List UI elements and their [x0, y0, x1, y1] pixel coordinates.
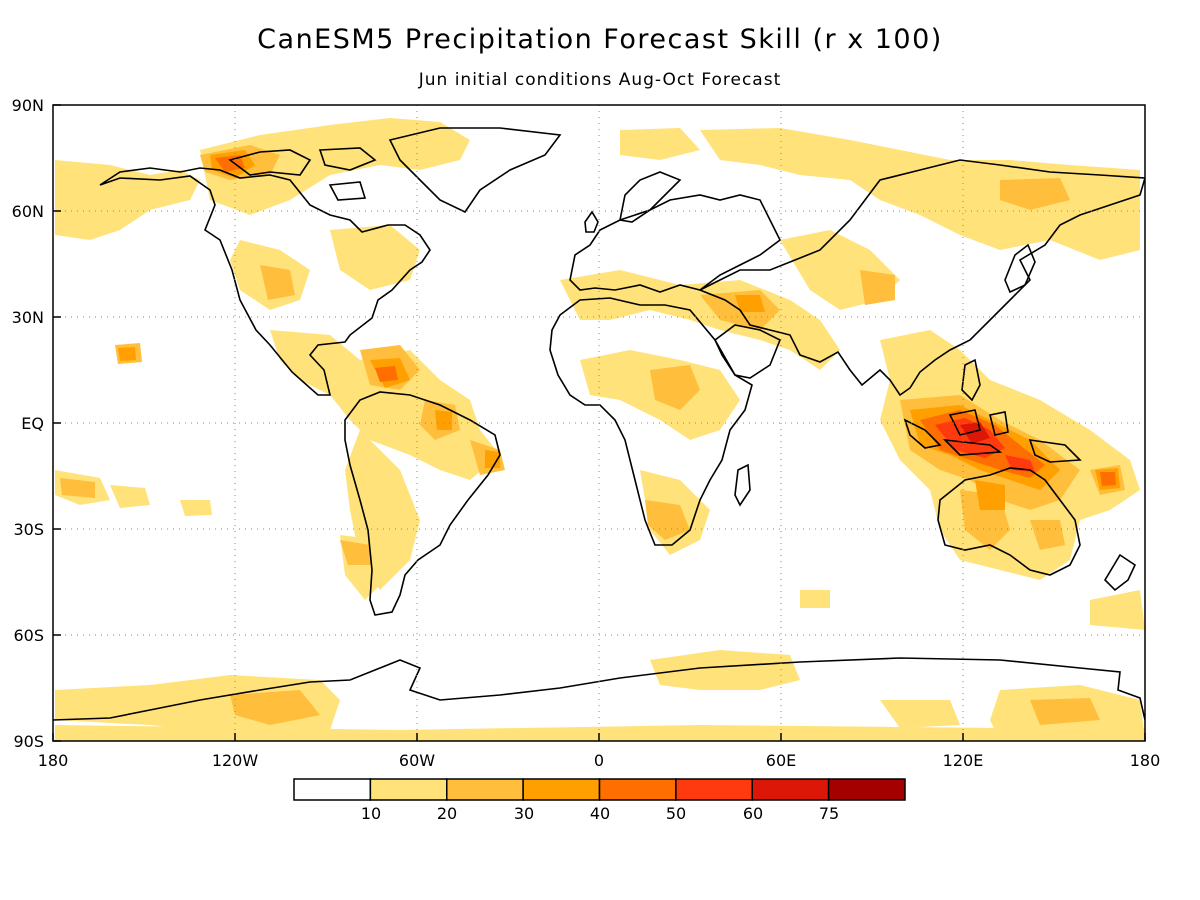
- colorbar-swatch: [522, 778, 601, 801]
- longitude-labels: 180 120W 60W 0 60E 120E 180: [38, 751, 1161, 770]
- colorbar-label: 40: [590, 804, 610, 823]
- coastline-new-zealand: [1103, 553, 1137, 592]
- colorbar: [293, 778, 906, 801]
- lat-label: 90N: [12, 96, 44, 115]
- coastline-south-america: [344, 391, 501, 616]
- coastline-scandinavia: [619, 171, 682, 223]
- colorbar-swatch: [675, 778, 753, 801]
- lat-label: 60N: [12, 202, 44, 221]
- coastline-antarctica: [53, 657, 1145, 721]
- colorbar-label: 60: [743, 804, 763, 823]
- colorbar-swatch: [446, 778, 524, 801]
- lat-label: 60S: [13, 626, 44, 645]
- coastline-greenland: [388, 127, 562, 214]
- lat-label: EQ: [21, 414, 44, 433]
- coastline-arctic-islands: [228, 147, 377, 201]
- coastline-north-america: [99, 167, 431, 396]
- coastline-europe: [569, 194, 782, 293]
- coastline-layer: [53, 127, 1145, 721]
- colorbar-labels: 10 20 30 40 50 60 75: [361, 804, 839, 823]
- colorbar-swatch: [293, 778, 372, 801]
- shading-level-60-75: [960, 422, 990, 444]
- colorbar-swatch: [598, 778, 677, 801]
- lon-label: 60E: [766, 751, 796, 770]
- colorbar-label: 20: [437, 804, 457, 823]
- coastline-australia: [937, 467, 1081, 576]
- coastline-philippines: [961, 358, 981, 402]
- lon-label: 180: [1130, 751, 1161, 770]
- map-subtitle: Jun initial conditions Aug-Oct Forecast: [418, 70, 782, 90]
- latitude-labels: 90N 60N 30N EQ 30S 60S 90S: [12, 96, 44, 751]
- coastline-japan: [1004, 243, 1036, 294]
- grid-lines: [53, 105, 1145, 741]
- coastline-madagascar: [734, 463, 751, 507]
- coastline-asia: [698, 159, 1145, 397]
- colorbar-swatch: [751, 778, 830, 801]
- coastline-africa: [549, 297, 753, 546]
- map-title: CanESM5 Precipitation Forecast Skill (r …: [257, 24, 943, 55]
- colorbar-label: 75: [819, 804, 839, 823]
- lon-label: 120E: [943, 751, 984, 770]
- lat-label: 30S: [13, 520, 44, 539]
- lon-label: 60W: [399, 751, 435, 770]
- colorbar-label: 50: [666, 804, 686, 823]
- lon-label: 0: [594, 751, 604, 770]
- coastline-arabia: [714, 324, 782, 379]
- lon-label: 180: [38, 751, 69, 770]
- lat-label: 30N: [12, 308, 44, 327]
- axis-ticks: [52, 104, 1146, 742]
- coastline-uk: [584, 210, 599, 233]
- lat-label: 90S: [13, 732, 44, 751]
- coastline-indonesia: [903, 409, 1082, 463]
- colorbar-label: 10: [361, 804, 381, 823]
- colorbar-swatch: [827, 778, 906, 801]
- colorbar-swatch: [369, 778, 448, 801]
- colorbar-label: 30: [514, 804, 534, 823]
- skill-shading-layer: [55, 118, 1145, 741]
- lon-label: 120W: [212, 751, 259, 770]
